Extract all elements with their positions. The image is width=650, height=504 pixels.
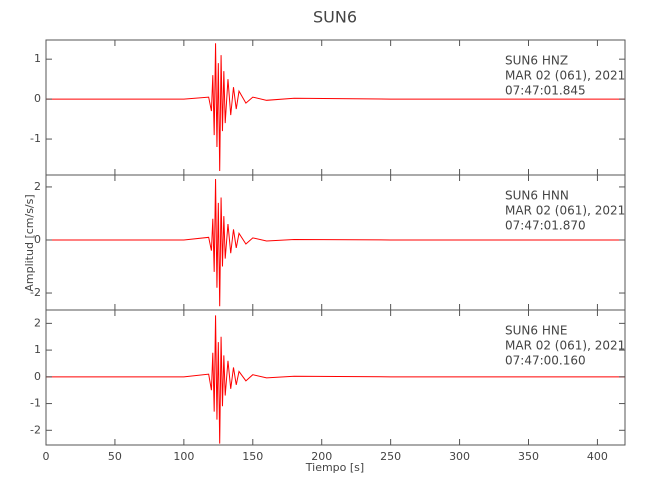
panel-frame — [45, 309, 626, 446]
y-tick-label: -1 — [30, 397, 41, 410]
x-tick-label: 400 — [587, 450, 608, 463]
y-tick-label: -1 — [30, 132, 41, 145]
y-tick-label: 2 — [34, 180, 41, 193]
y-tick-label: 2 — [34, 316, 41, 329]
x-tick-label: 300 — [449, 450, 470, 463]
trace-annotation: MAR 02 (061), 2021 — [505, 339, 625, 353]
x-tick-label: 250 — [380, 450, 401, 463]
y-tick-label: 0 — [34, 233, 41, 246]
trace-annotation: MAR 02 (061), 2021 — [505, 69, 625, 83]
waveform — [46, 43, 625, 172]
trace-annotation: 07:47:01.845 — [505, 84, 586, 98]
waveform — [46, 315, 625, 444]
x-axis-label: Tiempo [s] — [305, 461, 364, 474]
x-tick-label: 100 — [173, 450, 194, 463]
trace-annotation: 07:47:00.160 — [505, 354, 586, 368]
trace-annotation: 07:47:01.870 — [505, 219, 586, 233]
y-axis-label: Amplitud [cm/s/s] — [23, 194, 36, 291]
trace-annotation: SUN6 HNE — [505, 324, 567, 338]
x-tick-label: 50 — [108, 450, 122, 463]
x-tick-label: 0 — [43, 450, 50, 463]
y-tick-label: -2 — [30, 286, 41, 299]
y-tick-label: 1 — [34, 52, 41, 65]
y-tick-label: -2 — [30, 423, 41, 436]
x-tick-label: 200 — [311, 450, 332, 463]
trace-annotation: MAR 02 (061), 2021 — [505, 204, 625, 218]
x-tick-label: 350 — [518, 450, 539, 463]
trace-annotation: SUN6 HNN — [505, 189, 569, 203]
waveform — [46, 178, 625, 307]
x-tick-label: 150 — [242, 450, 263, 463]
trace-annotation: SUN6 HNZ — [505, 54, 568, 68]
y-tick-label: 1 — [34, 343, 41, 356]
chart-title: SUN6 — [313, 8, 357, 27]
y-tick-label: 0 — [34, 92, 41, 105]
y-tick-label: 0 — [34, 370, 41, 383]
